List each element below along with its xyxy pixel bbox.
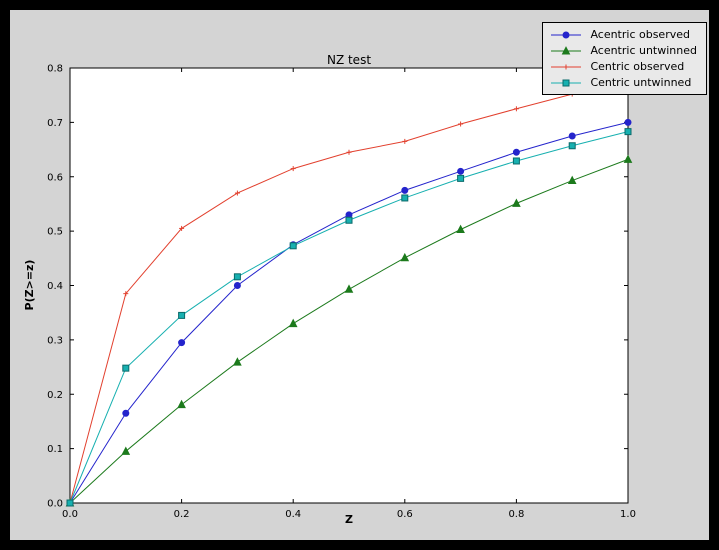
legend-line-sample	[551, 64, 582, 69]
triangle-marker-icon	[562, 45, 571, 54]
figure-canvas: 0.0 0.2 0.4 0.6 0.8 1.0 0.0 0.1 0.2 0.3 0.4 0.5 0.6 0…	[10, 10, 709, 540]
x-tick-label: 0.8	[508, 509, 524, 520]
y-tick-label: 0.3	[47, 335, 63, 346]
triangle-marker-icon	[456, 224, 465, 233]
square-marker-icon	[562, 79, 570, 86]
legend-label: Centric observed	[590, 60, 685, 73]
triangle-marker-icon	[400, 252, 410, 262]
triangle-marker-icon	[623, 154, 633, 163]
chart-svg: 0.0 0.2 0.4 0.6 0.8 1.0 0.0 0.1 0.2 0.3 0.4 0.5 0.6 0…	[47, 64, 636, 521]
x-tick-label: 0.6	[397, 509, 413, 520]
x-tick-label: 0.0	[62, 509, 78, 520]
square-marker-icon	[178, 311, 186, 319]
circle-marker-icon	[512, 148, 520, 156]
square-marker-icon	[568, 142, 576, 150]
square-marker-icon	[66, 499, 74, 507]
triangle-marker-icon	[512, 198, 521, 207]
circle-marker-icon	[624, 118, 632, 126]
triangle-marker-icon	[121, 446, 131, 455]
y-tick-label: 0.7	[47, 118, 63, 129]
y-tick-label: 0.6	[47, 172, 63, 183]
legend-line-sample	[551, 45, 582, 54]
legend-label: Centric untwinned	[590, 76, 692, 89]
y-tick-label: 0.2	[47, 390, 63, 401]
triangle-marker-icon	[567, 175, 577, 185]
legend-item: Centric observed	[550, 60, 697, 73]
legend-line-sample	[551, 31, 582, 38]
y-tick-label: 0.1	[47, 444, 63, 455]
circle-marker-icon	[401, 186, 409, 194]
circle-marker-icon	[568, 132, 576, 140]
circle-marker-icon	[178, 339, 186, 347]
legend-item: Acentric observed	[550, 28, 697, 41]
triangle-marker-icon	[233, 357, 242, 366]
square-marker-icon	[457, 174, 465, 182]
x-tick-label: 1.0	[620, 509, 636, 520]
legend-item: Centric untwinned	[550, 76, 697, 89]
circle-marker-icon	[562, 31, 570, 38]
legend-label: Acentric untwinned	[590, 44, 697, 57]
square-marker-icon	[233, 273, 241, 281]
square-marker-icon	[624, 128, 632, 136]
circle-marker-icon	[122, 409, 130, 417]
triangle-marker-icon	[177, 399, 186, 409]
chart-title: NZ test	[326, 53, 372, 67]
y-tick-label: 0.0	[47, 499, 63, 510]
legend-label: Acentric observed	[590, 28, 690, 41]
square-marker-icon	[401, 194, 409, 202]
legend-line-sample	[551, 79, 582, 86]
square-marker-icon	[345, 216, 353, 224]
legend: Acentric observed Acentric untwinned Centr…	[542, 22, 707, 95]
circle-marker-icon	[233, 282, 241, 289]
y-tick-label: 0.5	[47, 227, 63, 238]
circle-marker-icon	[457, 167, 465, 175]
square-marker-icon	[512, 157, 520, 165]
y-tick-label: 0.4	[47, 281, 63, 292]
triangle-marker-icon	[344, 284, 354, 293]
x-tick-label: 0.2	[174, 509, 190, 520]
y-axis-label: P(Z>=z)	[23, 259, 36, 311]
x-axis-label: Z	[345, 513, 353, 526]
square-marker-icon	[289, 242, 297, 250]
square-marker-icon	[122, 364, 130, 372]
legend-item: Acentric untwinned	[550, 44, 697, 57]
triangle-marker-icon	[288, 318, 298, 328]
x-tick-label: 0.4	[285, 509, 301, 520]
y-tick-label: 0.8	[47, 64, 63, 75]
